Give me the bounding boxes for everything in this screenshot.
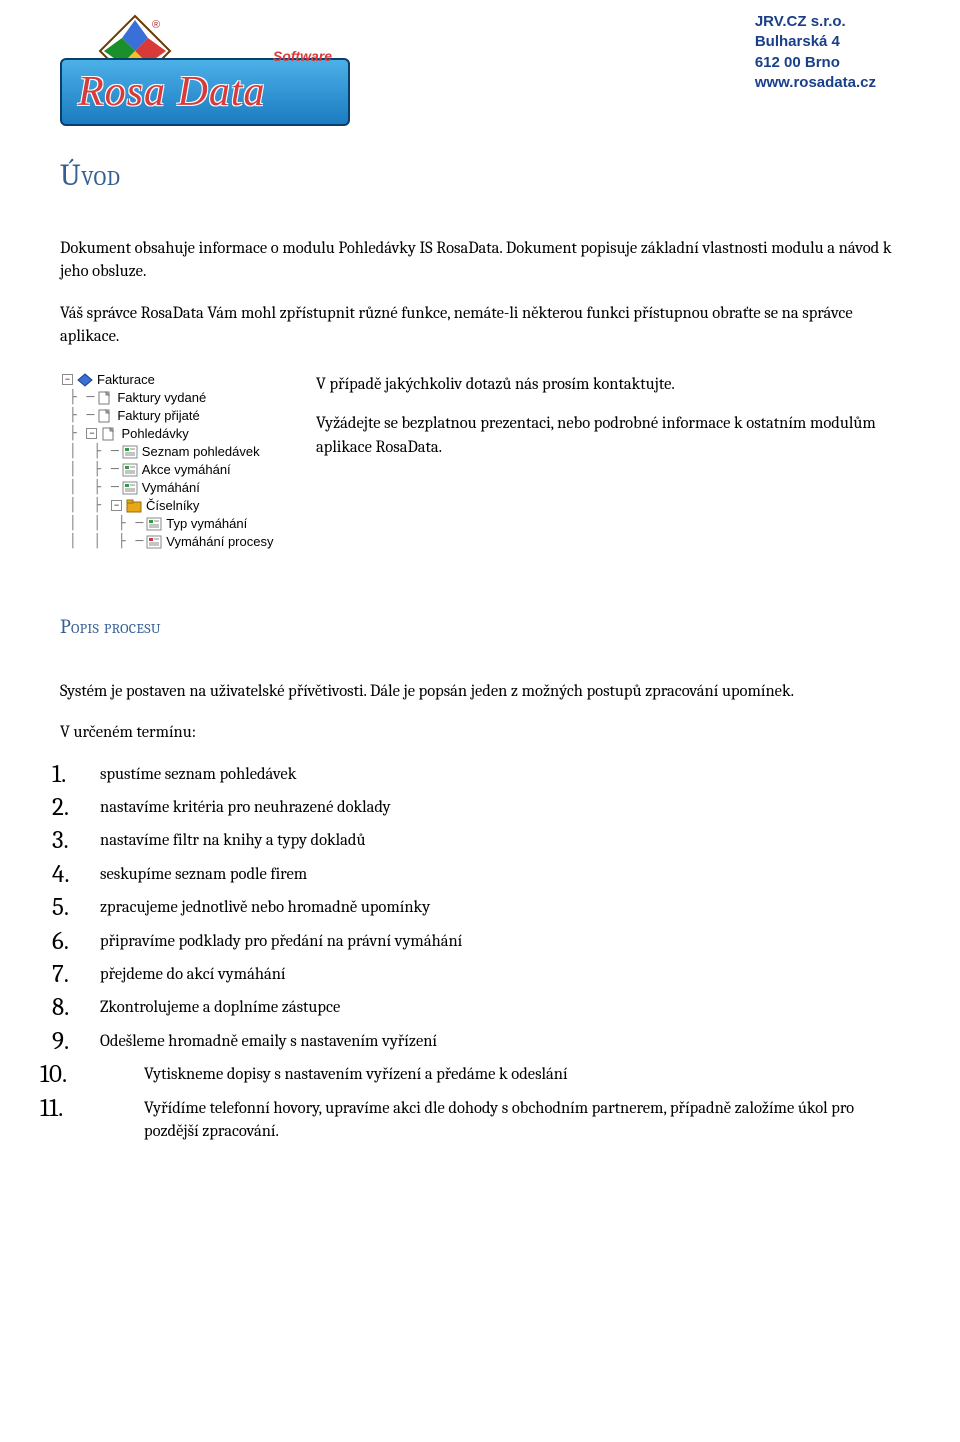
tree-item-label: Akce vymáhání: [142, 462, 231, 477]
tree-item-label: Faktury přijaté: [117, 408, 199, 423]
step-item: Vyřídíme telefonní hovory, upravíme akci…: [96, 1097, 900, 1144]
tree-item-label: Vymáhání: [142, 480, 200, 495]
svg-text:®: ®: [152, 19, 160, 31]
logo-software-label: Software: [273, 48, 332, 64]
company-city: 612 00 Brno: [755, 53, 876, 73]
logo-text: Rosa Data: [78, 68, 266, 116]
tree-item[interactable]: ├ ─Faktury přijaté: [62, 407, 292, 425]
step-item: nastavíme kritéria pro neuhrazené doklad…: [96, 796, 900, 819]
tree-item[interactable]: │ ├ ─Seznam pohledávek: [62, 443, 292, 461]
page-title: Úvod: [60, 158, 900, 193]
side-paragraph-1: V případě jakýchkoliv dotazů nás prosím …: [316, 373, 900, 396]
page-icon: [101, 427, 117, 441]
tree-item[interactable]: │ ├ ─Vymáhání: [62, 479, 292, 497]
tree-item[interactable]: │ │ ├ ─Typ vymáhání: [62, 515, 292, 533]
company-name: JRV.CZ s.r.o.: [755, 12, 876, 32]
tree-toggle-icon[interactable]: −: [111, 500, 122, 511]
tree-item-label: Faktury vydané: [117, 390, 206, 405]
tree-item-label: Seznam pohledávek: [142, 444, 260, 459]
list-g-icon: [122, 463, 138, 477]
steps-list: spustíme seznam pohledávek nastavíme krit…: [96, 763, 900, 1144]
tree-item[interactable]: │ │ ├ ─Vymáhání procesy: [62, 533, 292, 551]
side-paragraph-2: Vyžádejte se bezplatnou prezentaci, nebo…: [316, 412, 900, 459]
tree-toggle-icon[interactable]: −: [86, 428, 97, 439]
step-item: připravíme podklady pro předání na právn…: [96, 930, 900, 953]
page-icon: [97, 391, 113, 405]
step-item: přejdeme do akcí vymáhání: [96, 963, 900, 986]
tree-item[interactable]: │ ├ ─Akce vymáhání: [62, 461, 292, 479]
page-header: ® Rosa Data Software JRV.CZ s.r.o. Bulha…: [60, 12, 900, 130]
step-item: zpracujeme jednotlivě nebo hromadně upom…: [96, 896, 900, 919]
intro-paragraph-2: Váš správce RosaData Vám mohl zpřístupni…: [60, 302, 900, 349]
tree-and-sidetext-row: − Fakturace ├ ─Faktury vydané ├ ─Faktury …: [60, 367, 900, 555]
tree-item-label: Fakturace: [97, 372, 155, 387]
step-item: Zkontrolujeme a doplníme zástupce: [96, 996, 900, 1019]
diamond-icon: [77, 373, 93, 387]
list-g-icon: [122, 481, 138, 495]
tree-item[interactable]: ├ ─Faktury vydané: [62, 389, 292, 407]
folder-icon: [126, 499, 142, 513]
list-g-icon: [146, 517, 162, 531]
logo-banner: Rosa Data: [60, 58, 350, 126]
brand-logo: ® Rosa Data Software: [60, 12, 350, 130]
list-r-icon: [146, 535, 162, 549]
module-tree: − Fakturace ├ ─Faktury vydané ├ ─Faktury …: [60, 367, 292, 555]
section-title: Popis procesu: [60, 615, 900, 638]
intro-paragraph-1: Dokument obsahuje informace o modulu Poh…: [60, 237, 900, 284]
tree-item-label: Vymáhání procesy: [166, 534, 273, 549]
tree-item-label: Číselníky: [146, 498, 199, 513]
tree-item[interactable]: ├ −Pohledávky: [62, 425, 292, 443]
step-item: Vytiskneme dopisy s nastavením vyřízení …: [96, 1063, 900, 1086]
tree-item[interactable]: │ ├ −Číselníky: [62, 497, 292, 515]
tree-toggle-icon[interactable]: −: [62, 374, 73, 385]
tree-item-label: Pohledávky: [121, 426, 188, 441]
step-item: seskupíme seznam podle firem: [96, 863, 900, 886]
company-address: JRV.CZ s.r.o. Bulharská 4 612 00 Brno ww…: [755, 12, 876, 93]
step-item: nastavíme filtr na knihy a typy dokladů: [96, 829, 900, 852]
process-lead: V určeném termínu:: [60, 721, 900, 744]
company-web: www.rosadata.cz: [755, 73, 876, 93]
page-icon: [97, 409, 113, 423]
tree-item-label: Typ vymáhání: [166, 516, 247, 531]
list-g-icon: [122, 445, 138, 459]
process-intro: Systém je postaven na uživatelské přívět…: [60, 680, 900, 703]
company-street: Bulharská 4: [755, 32, 876, 52]
step-item: spustíme seznam pohledávek: [96, 763, 900, 786]
side-text: V případě jakýchkoliv dotazů nás prosím …: [316, 367, 900, 475]
step-item: Odešleme hromadně emaily s nastavením vy…: [96, 1030, 900, 1053]
tree-item[interactable]: − Fakturace: [62, 371, 292, 389]
